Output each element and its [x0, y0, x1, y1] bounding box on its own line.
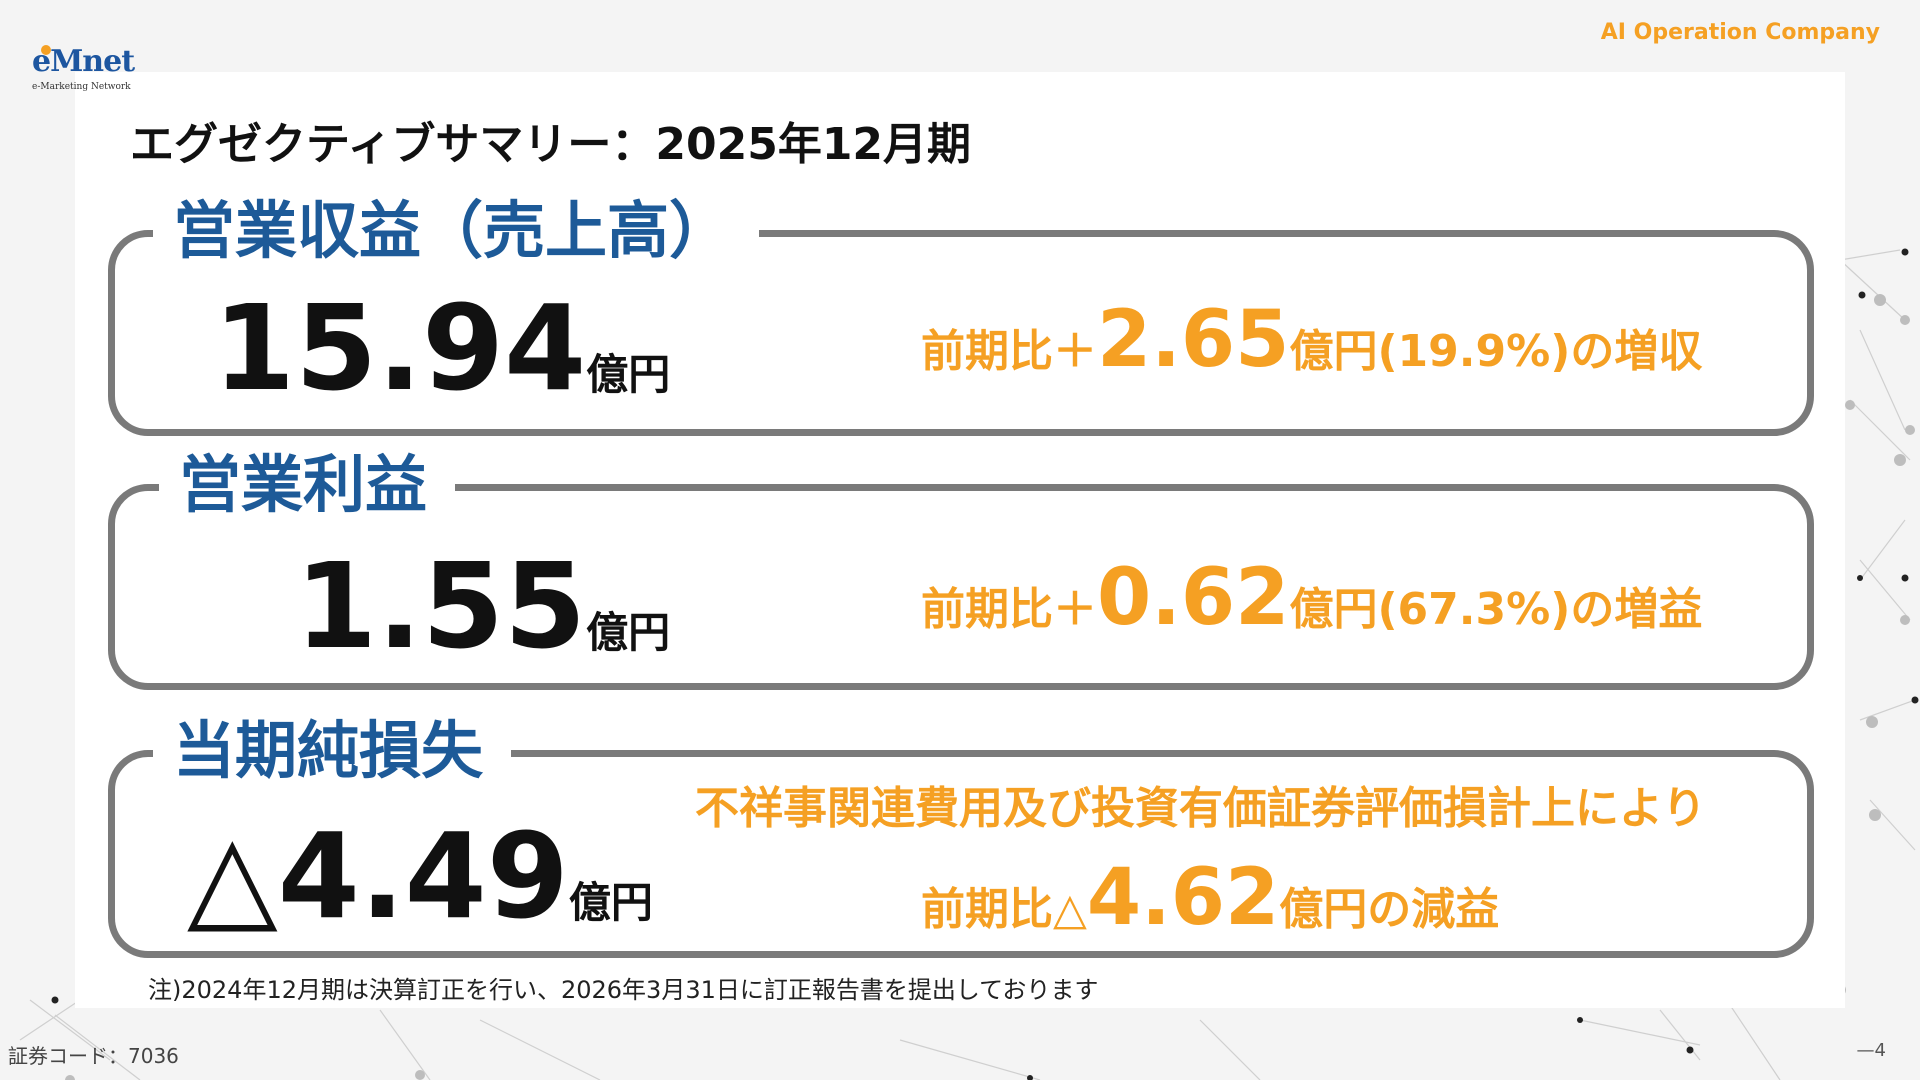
- revenue-cmp-value: 2.65: [1097, 295, 1290, 385]
- securities-code: 証券コード：7036: [8, 1044, 179, 1068]
- revenue-value-block: 15.94億円: [213, 289, 670, 407]
- net-loss-reason: 不祥事関連費用及び投資有価証券評価損計上により: [695, 783, 1707, 834]
- net-loss-card: 当期純損失 △4.49億円 不祥事関連費用及び投資有価証券評価損計上により 前期…: [108, 711, 1814, 958]
- net-loss-cmp-prefix: 前期比△: [921, 884, 1087, 935]
- footnote: 注)2024年12月期は決算訂正を行い、2026年3月31日に訂正報告書を提出し…: [148, 976, 1099, 1004]
- net-loss-value-block: △4.49億円: [187, 817, 653, 935]
- revenue-card: 営業収益（売上高） 15.94億円 前期比＋2.65億円(19.9%)の増収: [108, 191, 1814, 436]
- page-number: —4: [1856, 1040, 1886, 1061]
- revenue-label: 営業収益（売上高）: [153, 191, 760, 271]
- revenue-cmp-suffix: 億円(19.9%)の増収: [1289, 326, 1703, 377]
- net-loss-cmp-suffix: 億円の減益: [1279, 884, 1500, 935]
- company-logo: eMnet e-Marketing Network: [32, 44, 135, 96]
- revenue-unit: 億円: [586, 350, 671, 399]
- net-loss-cmp-value: 4.62: [1086, 853, 1280, 943]
- operating-profit-value: 1.55: [295, 537, 587, 675]
- logo-subtext: e-Marketing Network: [32, 82, 131, 92]
- operating-profit-cmp-suffix: 億円(67.3%)の増益: [1289, 584, 1703, 635]
- operating-profit-card: 営業利益 1.55億円 前期比＋0.62億円(67.3%)の増益: [108, 445, 1814, 690]
- slide-title: エグゼクティブサマリー：2025年12月期: [130, 119, 972, 170]
- company-tagline: AI Operation Company: [1600, 20, 1880, 45]
- net-loss-label: 当期純損失: [153, 711, 512, 791]
- revenue-comparison: 前期比＋2.65億円(19.9%)の増収: [921, 301, 1702, 379]
- operating-profit-unit: 億円: [586, 608, 671, 657]
- net-loss-unit: 億円: [568, 878, 653, 927]
- revenue-cmp-prefix: 前期比＋: [921, 326, 1097, 377]
- operating-profit-label: 営業利益: [159, 445, 456, 525]
- net-loss-comparison: 前期比△4.62億円の減益: [921, 859, 1499, 937]
- net-loss-value: △4.49: [187, 807, 569, 945]
- operating-profit-comparison: 前期比＋0.62億円(67.3%)の増益: [921, 559, 1702, 637]
- logo-dot-icon: [41, 45, 51, 55]
- operating-profit-cmp-prefix: 前期比＋: [921, 584, 1097, 635]
- operating-profit-cmp-value: 0.62: [1097, 553, 1290, 643]
- revenue-value: 15.94: [213, 279, 587, 417]
- operating-profit-value-block: 1.55億円: [295, 547, 670, 665]
